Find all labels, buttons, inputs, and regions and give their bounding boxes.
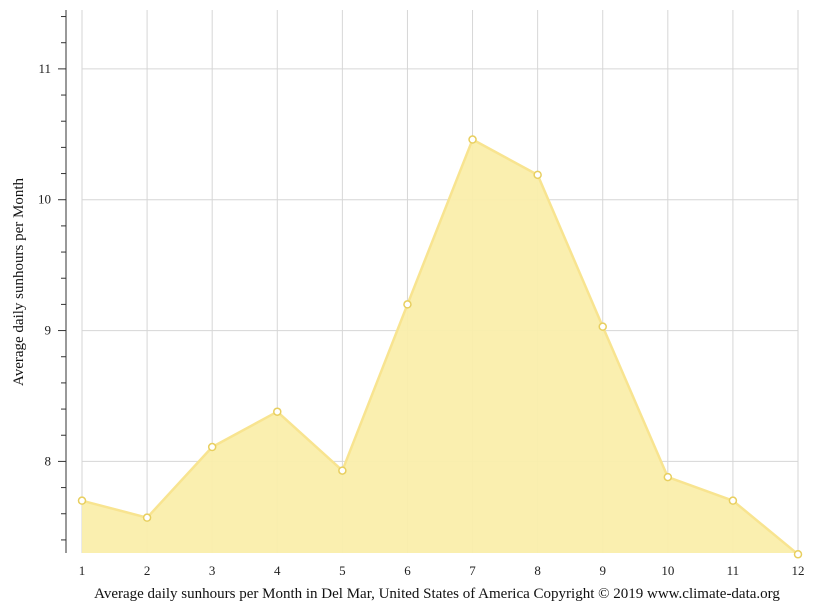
data-point-month-8: [533, 170, 542, 180]
data-point-month-6: [403, 300, 412, 309]
x-tick-label-7: 7: [469, 563, 476, 578]
x-tick-label-10: 10: [661, 563, 674, 578]
x-tick-label-9: 9: [599, 563, 606, 578]
x-axis-label: Average daily sunhours per Month in Del …: [94, 586, 780, 602]
series-line: [81, 138, 799, 556]
data-point-month-7: [468, 135, 477, 144]
x-tick-labels: 1 2 3 4 5 6 7 8 9 10 11 12: [79, 563, 805, 578]
y-tick-label-10: 10: [38, 192, 51, 207]
x-tick-label-11: 11: [727, 563, 740, 578]
data-point-month-4: [273, 407, 282, 416]
x-tick-label-2: 2: [144, 563, 151, 578]
x-tick-label-6: 6: [404, 563, 411, 578]
x-tick-label-1: 1: [79, 563, 86, 578]
data-point-month-2: [142, 513, 152, 522]
data-point-month-10: [663, 472, 673, 482]
data-points: [77, 135, 803, 559]
series-area: [82, 139, 798, 555]
data-point-month-9: [598, 322, 607, 331]
x-tick-label-3: 3: [209, 563, 216, 578]
data-point-month-12: [793, 550, 803, 559]
x-tick-label-12: 12: [792, 563, 805, 578]
data-point-month-3: [207, 442, 217, 452]
y-tick-label-9: 9: [45, 323, 52, 338]
data-point-month-5: [338, 466, 347, 475]
y-axis: 8 9 10 11: [38, 10, 67, 553]
x-tick-label-4: 4: [274, 563, 281, 578]
y-tick-label-11: 11: [38, 61, 51, 76]
x-tick-label-8: 8: [534, 563, 541, 578]
x-tick-label-5: 5: [339, 563, 346, 578]
data-point-month-11: [728, 496, 738, 505]
data-point-month-1: [77, 496, 87, 505]
y-axis-label: Average daily sunhours per Month: [11, 178, 27, 387]
y-tick-label-8: 8: [45, 453, 52, 468]
